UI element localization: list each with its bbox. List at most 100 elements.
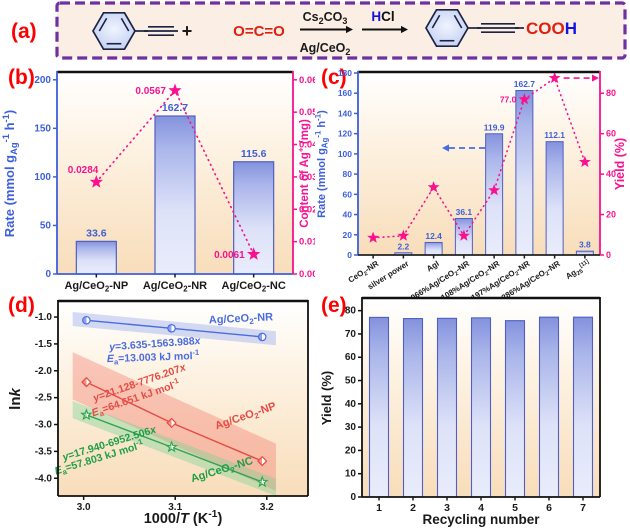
svg-text:30: 30 [345,422,357,433]
right-axis-title: Content of Ag+ (mg) [295,119,311,228]
bar-4 [485,133,504,256]
svg-text:50: 50 [345,376,357,387]
data-point [81,376,92,388]
data-point [257,332,267,342]
svg-text:10: 10 [345,469,357,480]
svg-text:50: 50 [40,220,52,231]
svg-text:-4.0: -4.0 [35,473,53,484]
svg-text:160: 160 [338,88,352,98]
svg-text:70: 70 [345,329,357,340]
category-label: 1 [376,502,382,514]
bar-0 [75,240,117,275]
star-marker [247,247,261,260]
svg-text:3.2: 3.2 [260,502,274,513]
bar-cycle-5 [504,320,526,498]
svg-text:0.02: 0.02 [299,204,315,215]
bar-value-label: 119.9 [484,122,505,132]
svg-text:-1.0: -1.0 [35,312,53,323]
left-axis-title: Rate (mmol gAg-1 h-1) [0,110,19,237]
svg-text:20: 20 [343,230,353,240]
category-label: Ag/CeO2-NP [64,280,128,294]
star-value-label: 0.0061 [214,250,245,261]
bar-cycle-2 [402,318,424,498]
bars-group [368,316,594,498]
reagent-catalyst: Ag/CeO2 [300,41,351,57]
svg-text:0.00: 0.00 [299,269,315,280]
bar-value-label: 162.7 [514,79,536,89]
svg-text:3.1: 3.1 [168,502,182,513]
svg-text:80: 80 [606,88,616,98]
panel-e-label: (e) [321,294,347,317]
left-axis-title: Rate (mmol gAg-1 h-1) [315,110,330,218]
x-axis-title: 1000/T (K-1) [144,509,223,527]
data-point [166,417,177,429]
panel-b-label: (b) [8,66,35,89]
svg-text:80: 80 [343,169,353,179]
svg-text:0.06: 0.06 [299,75,315,86]
benzene-ring [92,11,136,51]
svg-text:100: 100 [338,149,352,159]
plot-background [58,302,308,496]
co2-formula: O=C=O [233,23,285,40]
svg-text:-2.0: -2.0 [35,366,53,377]
svg-text:60: 60 [345,352,357,363]
plot-background [358,73,600,255]
svg-text:-1.5: -1.5 [35,339,53,350]
star-value-label: 0.0284 [68,165,99,176]
star-marker [488,184,500,196]
bar-value-label: 33.6 [86,227,107,239]
bar-value-label: 112.1 [544,130,565,140]
svg-text:0: 0 [347,250,352,260]
svg-text:0.01: 0.01 [299,237,315,248]
reaction-scheme-panel: + O=C=O Cs2CO3 Ag/CeO2 HCl COOH [55,1,627,60]
data-point [256,475,269,488]
svg-text:3.0: 3.0 [77,502,91,513]
annotation: Ea=13.003 kJ mol-1 [107,348,201,367]
svg-text:140: 140 [338,108,352,118]
bar-value-label: 12.4 [425,231,442,241]
right-axis: 0.00 0.01 0.02 0.03 0.04 0.05 0.06 [293,75,315,280]
bar-value-label: 36.1 [456,207,473,217]
category-label: AgI [425,259,441,273]
category-label: 4 [478,502,484,514]
bar-2 [424,241,443,256]
data-point [167,324,176,333]
panel-d-label: (d) [8,294,35,317]
svg-text:150: 150 [34,123,51,134]
bar-cycle-4 [470,317,492,498]
svg-text:40: 40 [343,210,353,220]
bar-6 [545,141,564,256]
hcl-label: HCl [371,9,394,24]
product-cooh: COOH [526,19,577,38]
bar-cycle-7 [572,316,594,498]
x-axis-title: Recycling number [422,512,540,527]
star-marker [579,155,591,167]
right-axis: 0 20 40 60 80 [600,88,616,260]
data-point [256,455,268,467]
left-axis: 0 50 100 150 200 [34,75,57,280]
star-marker [367,231,379,243]
bars-group: 2.2 12.4 36.1 119.9 162.7 112.1 3.8 [394,79,594,256]
svg-text:-3.5: -3.5 [35,446,53,457]
svg-text:120: 120 [338,129,352,139]
bar-value-label: 115.6 [241,148,267,160]
data-point [82,315,91,325]
svg-text:0: 0 [350,492,356,503]
category-label: 7 [580,502,586,514]
star-value-label: 77.0 [500,94,517,104]
chart-recycling-yield: 0 10 20 30 40 50 60 70 80 1 2 3 4 5 6 7 Yield (%) Recycli… [319,296,601,527]
svg-text:0: 0 [45,269,51,280]
reagent-base: Cs2CO3 [303,10,348,26]
svg-text:-3.0: -3.0 [35,420,53,431]
svg-text:60: 60 [343,189,353,199]
svg-text:180: 180 [338,68,352,78]
category-label: 2 [410,502,416,514]
star-marker [518,93,531,105]
svg-text:0: 0 [606,250,611,260]
star-marker [458,229,470,241]
bar-value-label: 3.8 [579,240,591,250]
data-point [165,440,178,453]
